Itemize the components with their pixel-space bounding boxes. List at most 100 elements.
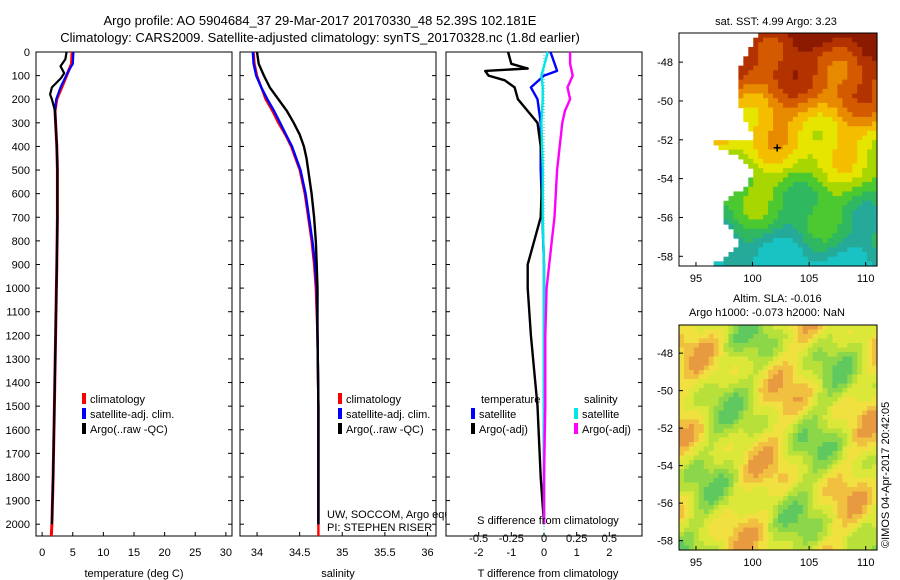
sst-cell — [743, 224, 749, 230]
sla-cell — [837, 514, 843, 520]
sla-cell — [832, 518, 838, 524]
sla-cell — [733, 370, 739, 376]
sst-cell — [872, 228, 878, 234]
sla-cell — [698, 478, 705, 484]
sst-cell — [822, 33, 829, 39]
sst-cell — [758, 144, 764, 151]
sst-cell — [797, 158, 804, 165]
sst-cell — [763, 196, 769, 202]
sla-cell — [698, 451, 705, 457]
sst-cell — [827, 149, 834, 155]
sst-cell — [852, 33, 858, 39]
sla-cell — [738, 356, 744, 362]
sst-cell — [792, 93, 799, 99]
sla-cell — [832, 338, 838, 344]
sst-cell — [763, 88, 769, 95]
sla-cell — [688, 523, 695, 529]
sst-cell — [857, 238, 863, 244]
sst-cell — [832, 228, 838, 234]
sla-cell — [792, 509, 799, 515]
sst-cell — [753, 238, 759, 244]
sst-cell — [797, 46, 804, 53]
sla-cell — [708, 478, 715, 484]
sla-cell — [743, 460, 749, 466]
sst-cell — [778, 252, 784, 258]
sla-cell — [852, 383, 858, 389]
sst-cell — [758, 200, 764, 207]
sla-cell — [743, 424, 749, 430]
sst-cell — [832, 60, 838, 67]
sla-cell — [753, 523, 759, 529]
sla-cell — [837, 451, 843, 457]
sla-cell — [817, 451, 824, 457]
sst-cell — [758, 121, 764, 127]
sla-cell — [758, 356, 764, 362]
sst-cell — [758, 210, 764, 216]
sst-cell — [802, 261, 809, 267]
sst-cell — [802, 144, 809, 151]
sst-cell — [832, 238, 838, 244]
sst-cell — [842, 135, 848, 141]
sst-cell — [753, 219, 759, 225]
sst-cell — [837, 214, 843, 220]
sst-cell — [847, 112, 853, 118]
sla-cell — [842, 482, 848, 488]
sla-cell — [693, 541, 700, 547]
sst-cell — [872, 238, 878, 244]
sst-cell — [847, 116, 853, 123]
sla-cell — [733, 500, 739, 506]
sst-cell — [812, 121, 819, 127]
sla-cell — [778, 383, 784, 389]
sst-cell — [832, 42, 838, 48]
sst-cell — [768, 37, 774, 43]
sst-cell — [827, 33, 834, 39]
sla-cell — [842, 527, 848, 533]
sla-cell — [743, 455, 749, 461]
sst-cell — [792, 74, 799, 81]
sla-cell — [738, 392, 744, 398]
sla-cell — [822, 500, 829, 506]
sla-cell — [862, 536, 868, 542]
sla-cell — [693, 446, 700, 452]
sla-cell — [743, 496, 749, 502]
sla-cell — [708, 338, 715, 344]
sst-cell — [842, 42, 848, 48]
sst-cell — [773, 205, 779, 211]
sla-cell — [817, 460, 824, 466]
sla-cell — [792, 491, 799, 497]
sla-cell — [748, 487, 754, 493]
sla-cell — [837, 352, 843, 358]
sla-cell — [728, 370, 735, 376]
sla-cell — [787, 347, 794, 353]
sla-cell — [679, 446, 685, 452]
sla-cell — [763, 419, 769, 425]
sst-cell — [787, 163, 794, 169]
sst-cell — [797, 224, 804, 230]
sst-cell — [763, 140, 769, 146]
sst-cell — [807, 172, 814, 179]
sst-cell — [743, 210, 749, 216]
sst-cell — [822, 247, 829, 253]
sla-cell — [688, 518, 695, 524]
sla-cell — [822, 505, 829, 511]
sla-cell — [797, 514, 804, 520]
sst-cell — [792, 210, 799, 216]
sla-cell — [683, 500, 690, 506]
sla-cell — [743, 500, 749, 506]
sla-cell — [867, 406, 873, 412]
sla-cell — [817, 505, 824, 511]
sst-cell — [802, 233, 809, 239]
sst-cell — [812, 37, 819, 43]
sla-cell — [812, 356, 819, 362]
sst-cell — [802, 247, 809, 253]
sla-cell — [822, 401, 829, 407]
sla-cell — [728, 460, 735, 466]
sst-cell — [857, 74, 863, 81]
sla-cell — [679, 397, 685, 403]
sst-cell — [807, 158, 814, 165]
sst-cell — [807, 102, 814, 109]
sst-cell — [837, 224, 843, 230]
sla-cell — [718, 442, 725, 448]
sst-cell — [837, 177, 843, 183]
sla-cell — [693, 460, 700, 466]
